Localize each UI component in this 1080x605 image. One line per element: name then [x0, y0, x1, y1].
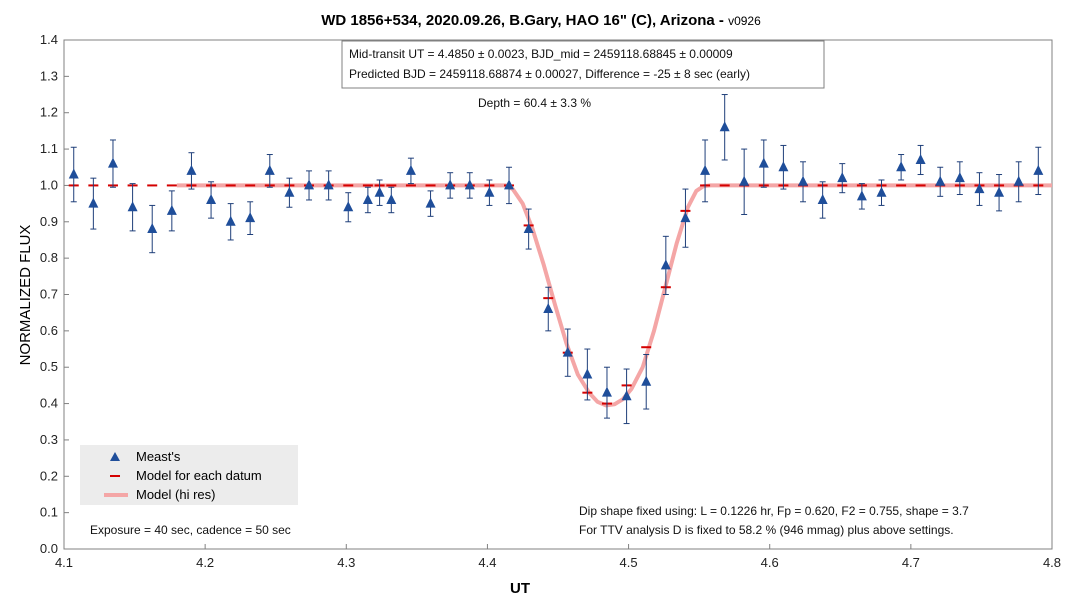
data-point — [758, 157, 769, 168]
data-point — [680, 212, 691, 223]
data-point — [127, 201, 138, 212]
x-tick-label: 4.2 — [196, 555, 214, 570]
model-hires-line — [176, 183, 1052, 408]
y-tick-label: 0.9 — [40, 214, 58, 229]
data-point — [504, 179, 515, 190]
info-box-frame — [341, 40, 825, 89]
data-point — [323, 179, 334, 190]
y-tick-label: 0.4 — [40, 396, 58, 411]
data-point — [954, 172, 965, 183]
data-point — [343, 201, 354, 212]
x-tick-label: 4.1 — [55, 555, 73, 570]
x-tick-label: 4.8 — [1043, 555, 1061, 570]
y-tick-label: 0.0 — [40, 541, 58, 556]
data-point — [935, 175, 946, 186]
data-point — [1013, 175, 1024, 186]
data-point — [206, 193, 217, 204]
data-point — [484, 186, 495, 197]
y-tick-label: 0.5 — [40, 359, 58, 374]
info-box-line-2: Predicted BJD = 2459118.68874 ± 0.00027,… — [349, 67, 750, 81]
legend: Meast's Model for each datum Model (hi r… — [80, 445, 298, 505]
data-point — [186, 164, 197, 175]
chart-title: WD 1856+534, 2020.09.26, B.Gary, HAO 16"… — [321, 12, 761, 29]
y-tick-label: 0.3 — [40, 432, 58, 447]
data-point — [896, 161, 907, 172]
y-tick-label: 1.4 — [40, 32, 58, 47]
x-tick-label: 4.5 — [620, 555, 638, 570]
x-tick-label: 4.3 — [337, 555, 355, 570]
data-point — [225, 215, 236, 226]
depth-annotation: Depth = 60.4 ± 3.3 % — [478, 96, 591, 110]
exposure-annotation: Exposure = 40 sec, cadence = 50 sec — [90, 523, 291, 537]
data-point — [374, 186, 385, 197]
dip-shape-annotation-2: For TTV analysis D is fixed to 58.2 % (9… — [579, 523, 954, 537]
legend-label-model-hires: Model (hi res) — [136, 487, 215, 502]
legend-marker-triangle — [110, 452, 120, 461]
data-point — [621, 390, 632, 401]
data-point — [362, 193, 373, 204]
data-point — [523, 223, 534, 234]
x-axis-label: UT — [510, 580, 530, 597]
model-datum-series — [68, 184, 1044, 405]
data-point — [245, 212, 256, 223]
measured-series — [68, 94, 1044, 425]
data-point — [386, 193, 397, 204]
data-point — [798, 175, 809, 186]
data-point — [88, 197, 99, 208]
data-point — [837, 172, 848, 183]
y-axis-label: NORMALIZED FLUX — [17, 225, 34, 366]
data-point — [464, 179, 475, 190]
data-point — [543, 303, 554, 314]
data-point — [147, 223, 158, 234]
x-tick-label: 4.4 — [478, 555, 496, 570]
data-point — [284, 186, 295, 197]
data-point — [817, 193, 828, 204]
data-point — [304, 179, 315, 190]
y-axis: 0.0 0.1 0.2 0.3 0.4 0.5 0.6 0.7 0.8 0.9 1.0 1.1 1.2 1… — [40, 32, 69, 556]
info-box: Mid-transit UT = 4.4850 ± 0.0023, BJD_mi… — [341, 40, 825, 89]
model-hires-series — [176, 183, 1052, 408]
x-axis: 4.1 4.2 4.3 4.4 4.5 4.6 4.7 4.8 — [55, 544, 1061, 570]
y-tick-label: 1.3 — [40, 68, 58, 83]
y-tick-label: 0.8 — [40, 250, 58, 265]
y-tick-label: 0.1 — [40, 505, 58, 520]
data-point — [915, 153, 926, 164]
x-tick-label: 4.7 — [902, 555, 920, 570]
data-point — [778, 161, 789, 172]
y-tick-label: 0.2 — [40, 468, 58, 483]
data-point — [856, 190, 867, 201]
data-point — [719, 121, 730, 132]
data-point — [582, 368, 593, 379]
y-tick-label: 0.6 — [40, 323, 58, 338]
y-tick-label: 1.0 — [40, 177, 58, 192]
info-box-line-1: Mid-transit UT = 4.4850 ± 0.0023, BJD_mi… — [349, 47, 733, 61]
chart-title-text: WD 1856+534, 2020.09.26, B.Gary, HAO 16"… — [321, 12, 728, 29]
data-point — [1033, 164, 1044, 175]
data-point — [445, 179, 456, 190]
legend-label-measured: Meast's — [136, 449, 181, 464]
legend-label-model-datum: Model for each datum — [136, 468, 262, 483]
y-tick-label: 0.7 — [40, 287, 58, 302]
data-point — [641, 375, 652, 386]
data-point — [876, 186, 887, 197]
data-point — [660, 259, 671, 270]
data-point — [405, 164, 416, 175]
data-point — [974, 183, 985, 194]
y-tick-label: 1.1 — [40, 141, 58, 156]
data-point — [739, 175, 750, 186]
data-point — [264, 164, 275, 175]
data-point — [700, 164, 711, 175]
chart-version: v0926 — [728, 14, 761, 28]
data-point — [601, 386, 612, 397]
data-point — [107, 157, 118, 168]
data-point — [166, 204, 177, 215]
y-tick-label: 1.2 — [40, 105, 58, 120]
dip-shape-annotation-1: Dip shape fixed using: L = 0.1226 hr, Fp… — [579, 504, 969, 518]
data-point — [68, 168, 79, 179]
data-point — [425, 197, 436, 208]
x-tick-label: 4.6 — [761, 555, 779, 570]
data-point — [562, 346, 573, 357]
data-point — [994, 186, 1005, 197]
